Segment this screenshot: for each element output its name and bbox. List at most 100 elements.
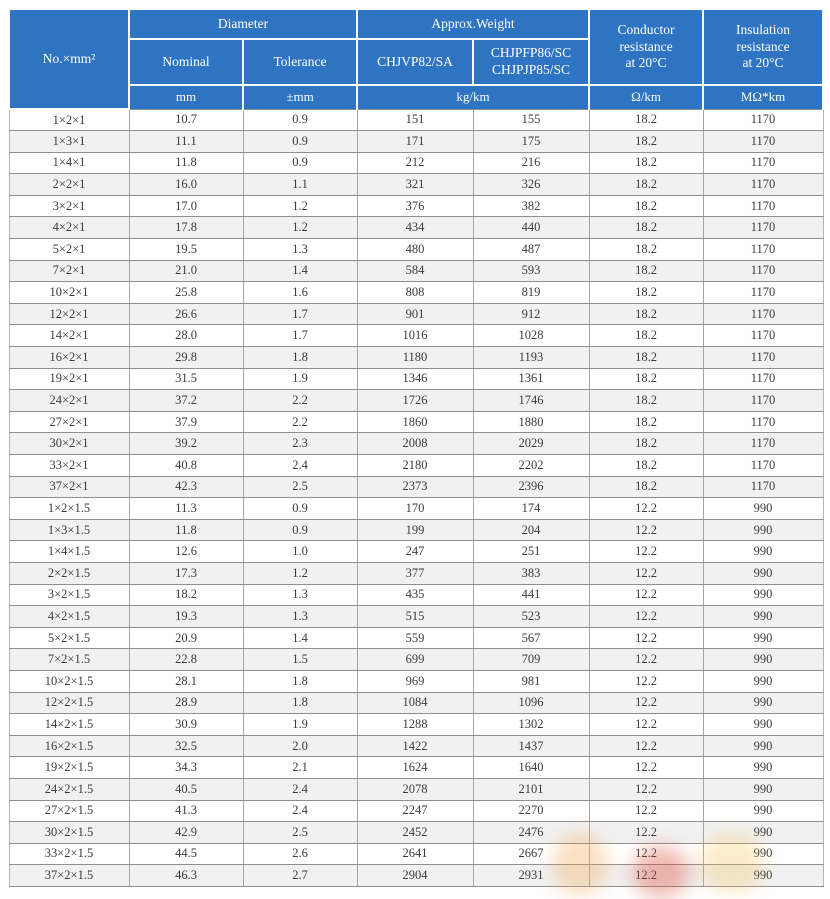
cell-no-mm2: 14×2×1	[8, 324, 130, 348]
cell-tolerance-mm: 1.7	[242, 324, 358, 348]
cell-weight-chjpfp86: 1746	[472, 389, 590, 412]
cell-conductor-resistance: 12.2	[588, 864, 704, 887]
cell-weight-chjvp82: 376	[356, 195, 474, 218]
table-row: 1×4×1 11.8 0.9 212 216 18.2 1170	[8, 152, 824, 175]
table-row: 4×2×1 17.8 1.2 434 440 18.2 1170	[8, 216, 824, 240]
cell-weight-chjpfp86: 523	[472, 605, 590, 628]
cell-no-mm2: 24×2×1	[8, 389, 130, 412]
cell-weight-chjpfp86: 2270	[472, 800, 590, 823]
cell-nominal-mm: 21.0	[128, 260, 244, 283]
cell-weight-chjvp82: 2904	[356, 864, 474, 887]
cell-insulation-resistance: 990	[702, 735, 824, 758]
cell-no-mm2: 19×2×1	[8, 368, 130, 391]
cell-weight-chjvp82: 2180	[356, 454, 474, 477]
cell-no-mm2: 16×2×1	[8, 346, 130, 369]
cell-tolerance-mm: 1.2	[242, 562, 358, 585]
cell-insulation-resistance: 990	[702, 648, 824, 671]
cell-no-mm2: 10×2×1.5	[8, 670, 130, 693]
table-row: 27×2×1.5 41.3 2.4 2247 2270 12.2 990	[8, 800, 824, 823]
cell-weight-chjpfp86: 1361	[472, 368, 590, 391]
cell-nominal-mm: 39.2	[128, 432, 244, 455]
cell-nominal-mm: 26.6	[128, 303, 244, 326]
table-row: 19×2×1.5 34.3 2.1 1624 1640 12.2 990	[8, 756, 824, 779]
cell-insulation-resistance: 1170	[702, 476, 824, 499]
cell-insulation-resistance: 1170	[702, 195, 824, 218]
cell-tolerance-mm: 1.6	[242, 281, 358, 304]
cell-weight-chjvp82: 559	[356, 627, 474, 650]
cell-weight-chjpfp86: 174	[472, 497, 590, 520]
cell-conductor-resistance: 18.2	[588, 454, 704, 477]
cell-insulation-resistance: 1170	[702, 130, 824, 153]
unit-mm: mm	[128, 84, 244, 110]
cell-weight-chjvp82: 584	[356, 260, 474, 283]
cell-conductor-resistance: 12.2	[588, 800, 704, 823]
cell-nominal-mm: 42.9	[128, 821, 244, 844]
cell-insulation-resistance: 990	[702, 605, 824, 628]
cell-tolerance-mm: 1.7	[242, 303, 358, 326]
cell-tolerance-mm: 2.4	[242, 800, 358, 823]
cell-conductor-resistance: 12.2	[588, 821, 704, 844]
cell-nominal-mm: 28.9	[128, 692, 244, 715]
cell-weight-chjpfp86: 567	[472, 627, 590, 650]
table-row: 37×2×1 42.3 2.5 2373 2396 18.2 1170	[8, 476, 824, 499]
cell-weight-chjpfp86: 1437	[472, 735, 590, 758]
table-row: 5×2×1.5 20.9 1.4 559 567 12.2 990	[8, 627, 824, 650]
cell-weight-chjpfp86: 2476	[472, 821, 590, 844]
table-row: 1×2×1.5 11.3 0.9 170 174 12.2 990	[8, 497, 824, 520]
cell-nominal-mm: 20.9	[128, 627, 244, 650]
cell-no-mm2: 4×2×1	[8, 216, 130, 240]
cell-tolerance-mm: 2.1	[242, 756, 358, 779]
cell-tolerance-mm: 2.0	[242, 735, 358, 758]
cell-insulation-resistance: 1170	[702, 346, 824, 369]
cell-insulation-resistance: 990	[702, 562, 824, 585]
cell-no-mm2: 37×2×1.5	[8, 864, 130, 887]
cell-weight-chjpfp86: 155	[472, 109, 590, 132]
unit-tolerance-mm: ±mm	[241, 84, 359, 110]
cell-no-mm2: 12×2×1.5	[8, 692, 130, 715]
cell-conductor-resistance: 18.2	[588, 368, 704, 391]
cell-tolerance-mm: 2.5	[242, 821, 358, 844]
table-row: 33×2×1 40.8 2.4 2180 2202 18.2 1170	[8, 454, 824, 477]
table-row: 1×2×1 10.7 0.9 151 155 18.2 1170	[8, 109, 824, 132]
cell-nominal-mm: 17.0	[128, 195, 244, 218]
cell-insulation-resistance: 990	[702, 843, 824, 866]
cell-weight-chjpfp86: 981	[472, 670, 590, 693]
cell-conductor-resistance: 18.2	[588, 260, 704, 283]
cell-nominal-mm: 42.3	[128, 476, 244, 499]
cell-no-mm2: 4×2×1.5	[8, 605, 130, 628]
cell-insulation-resistance: 990	[702, 540, 824, 563]
cell-nominal-mm: 28.0	[128, 324, 244, 348]
cell-weight-chjvp82: 969	[356, 670, 474, 693]
cell-conductor-resistance: 12.2	[588, 584, 704, 607]
table-row: 12×2×1.5 28.9 1.8 1084 1096 12.2 990	[8, 692, 824, 715]
cell-weight-chjvp82: 1860	[356, 411, 474, 434]
table-row: 1×3×1.5 11.8 0.9 199 204 12.2 990	[8, 519, 824, 542]
cell-no-mm2: 1×4×1.5	[8, 540, 130, 563]
cell-weight-chjvp82: 480	[356, 238, 474, 261]
cell-no-mm2: 1×4×1	[8, 152, 130, 175]
cell-conductor-resistance: 18.2	[588, 281, 704, 304]
header-tolerance: Tolerance	[241, 38, 359, 86]
cell-weight-chjvp82: 699	[356, 648, 474, 671]
cell-weight-chjpfp86: 2396	[472, 476, 590, 499]
cell-weight-chjvp82: 199	[356, 519, 474, 542]
cell-conductor-resistance: 18.2	[588, 130, 704, 153]
unit-mohm-km: MΩ*km	[702, 84, 825, 110]
cell-no-mm2: 30×2×1	[8, 432, 130, 455]
cell-conductor-resistance: 12.2	[588, 562, 704, 585]
cell-tolerance-mm: 2.4	[242, 454, 358, 477]
cell-conductor-resistance: 12.2	[588, 843, 704, 866]
cell-tolerance-mm: 0.9	[242, 497, 358, 520]
cell-no-mm2: 1×2×1.5	[8, 497, 130, 520]
cell-weight-chjvp82: 2452	[356, 821, 474, 844]
cell-no-mm2: 19×2×1.5	[8, 756, 130, 779]
cell-insulation-resistance: 990	[702, 627, 824, 650]
cell-tolerance-mm: 2.6	[242, 843, 358, 866]
cell-nominal-mm: 40.5	[128, 778, 244, 801]
cell-conductor-resistance: 12.2	[588, 756, 704, 779]
cell-no-mm2: 33×2×1.5	[8, 843, 130, 866]
cell-tolerance-mm: 0.9	[242, 130, 358, 153]
cell-weight-chjpfp86: 709	[472, 648, 590, 671]
cell-conductor-resistance: 18.2	[588, 389, 704, 412]
cell-weight-chjvp82: 247	[356, 540, 474, 563]
